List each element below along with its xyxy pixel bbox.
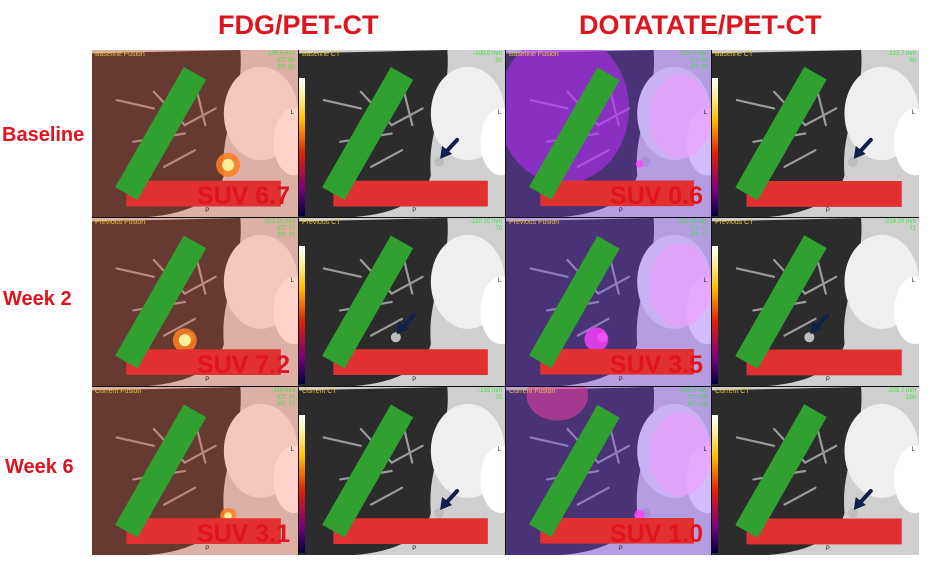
panel-info: -225.7 mm 100	[887, 388, 916, 401]
orientation-mark-right: L	[703, 110, 707, 116]
panel-title: Baseline CT	[302, 51, 341, 58]
colorbar	[712, 246, 718, 384]
panel-title: Previous CT	[715, 219, 754, 226]
orientation-mark-bottom: P	[618, 208, 623, 214]
row-label-week-2: Week 2	[3, 288, 72, 310]
suv-value: SUV 3.1	[196, 520, 290, 548]
row-label-week-6: Week 6	[5, 456, 74, 478]
orientation-axes-icon	[322, 404, 488, 544]
orientation-mark-right: L	[497, 278, 501, 284]
orientation-mark-bottom: P	[618, 546, 623, 552]
colorbar	[299, 78, 305, 216]
orientation-mark-right: L	[290, 447, 294, 453]
orientation-axes-icon	[529, 404, 694, 544]
panel-info: -225.7 mm CT: 100 PT: 100	[679, 388, 708, 408]
orientation-axes-icon	[529, 67, 694, 207]
panel-title: Current CT	[715, 388, 750, 395]
dotatate-column-title: DOTATATE/PET-CT	[579, 10, 822, 40]
orientation-mark-right: L	[911, 447, 915, 453]
orientation-axes-icon	[322, 235, 488, 375]
orientation-axes-icon	[115, 235, 281, 375]
panel-info: -100.0 mm CT: 50 PT: 50	[266, 51, 295, 71]
orientation-mark-right: L	[911, 110, 915, 116]
orientation-axes-icon	[735, 235, 902, 376]
scan-panel: Baseline Fusion -100.0 mm CT: 50 PT: 50 L P…	[92, 50, 298, 217]
panel-info: -122.7 mm CT: 50 PT: 50	[679, 51, 708, 71]
fdg-column-title: FDG/PET-CT	[218, 10, 379, 40]
colorbar	[299, 415, 305, 553]
orientation-mark-bottom: P	[825, 546, 830, 552]
orientation-axes-icon	[115, 404, 281, 544]
scan-panel: Previous Fusion -214.10 mm CT: 71 PT: 71 L…	[506, 218, 711, 386]
orientation-axes-icon	[115, 67, 281, 207]
orientation-mark-right: L	[497, 110, 501, 116]
orientation-axes-icon	[322, 67, 488, 207]
panel-info: -100.0 mm 50	[473, 51, 502, 64]
panel-title: Baseline CT	[715, 51, 754, 58]
orientation-mark-right: L	[497, 447, 501, 453]
orientation-mark-right: L	[911, 278, 915, 284]
scan-panel: Baseline Fusion -122.7 mm CT: 50 PT: 50 L P…	[506, 50, 711, 217]
orientation-mark-bottom: P	[825, 208, 830, 214]
orientation-mark-right: L	[290, 278, 294, 284]
orientation-mark-right: L	[703, 278, 707, 284]
panel-title: Baseline Fusion	[509, 51, 559, 58]
orientation-mark-right: L	[703, 447, 707, 453]
panel-title: Previous CT	[302, 219, 341, 226]
panel-info: -220.10 mm CT: 70 PT: 70	[262, 219, 295, 239]
orientation-mark-bottom: P	[205, 208, 210, 214]
panel-info: -219 mm 70	[478, 388, 502, 401]
panel-title: Current Fusion	[95, 388, 142, 395]
colorbar	[299, 246, 305, 384]
orientation-mark-bottom: P	[618, 377, 623, 383]
suv-value: SUV 1.0	[609, 520, 703, 548]
scan-panel: Previous CT -214.10 mm 71 L P	[712, 218, 919, 386]
panel-info: -122.7 mm 50	[887, 51, 916, 64]
scan-panel: Current CT -225.7 mm 100 L P	[712, 387, 919, 555]
panel-info: -220.10 mm 70	[469, 219, 502, 232]
suv-value: SUV 0.6	[609, 182, 703, 210]
orientation-mark-bottom: P	[205, 377, 210, 383]
orientation-mark-bottom: P	[412, 208, 417, 214]
panel-info: -219 mm CT: 70 PT: 70	[271, 388, 295, 408]
orientation-mark-bottom: P	[412, 377, 417, 383]
scan-panel: Current Fusion -225.7 mm CT: 100 PT: 100 L…	[506, 387, 711, 555]
orientation-mark-bottom: P	[825, 377, 830, 383]
suv-value: SUV 7.2	[196, 351, 290, 379]
scan-panel: Current Fusion -219 mm CT: 70 PT: 70 L P SUV…	[92, 387, 298, 555]
suv-value: SUV 3.5	[609, 351, 703, 379]
panel-title: Current CT	[302, 388, 337, 395]
colorbar	[712, 415, 718, 553]
scan-panel: Previous Fusion -220.10 mm CT: 70 PT: 70 L…	[92, 218, 298, 386]
scan-panel: Current CT -219 mm 70 L P	[299, 387, 505, 555]
scan-panel: Baseline CT -122.7 mm 50 L P	[712, 50, 919, 217]
orientation-axes-icon	[735, 66, 902, 207]
panel-title: Current Fusion	[509, 388, 556, 395]
scan-panel: Baseline CT -100.0 mm 50 L P	[299, 50, 505, 217]
panel-title: Previous Fusion	[95, 219, 146, 226]
row-label-baseline: Baseline	[2, 124, 85, 146]
orientation-mark-right: L	[290, 110, 294, 116]
panel-title: Previous Fusion	[509, 219, 560, 226]
orientation-axes-icon	[735, 404, 902, 545]
orientation-axes-icon	[529, 235, 694, 375]
scan-image-grid: Baseline Fusion -100.0 mm CT: 50 PT: 50 L P…	[92, 50, 919, 555]
orientation-mark-bottom: P	[412, 546, 417, 552]
panel-info: -214.10 mm CT: 71 PT: 71	[675, 219, 708, 239]
panel-info: -214.10 mm 71	[883, 219, 916, 232]
panel-title: Baseline Fusion	[95, 51, 145, 58]
scan-panel: Previous CT -220.10 mm 70 L P	[299, 218, 505, 386]
suv-value: SUV 6.7	[196, 182, 290, 210]
colorbar	[712, 78, 718, 216]
orientation-mark-bottom: P	[205, 546, 210, 552]
